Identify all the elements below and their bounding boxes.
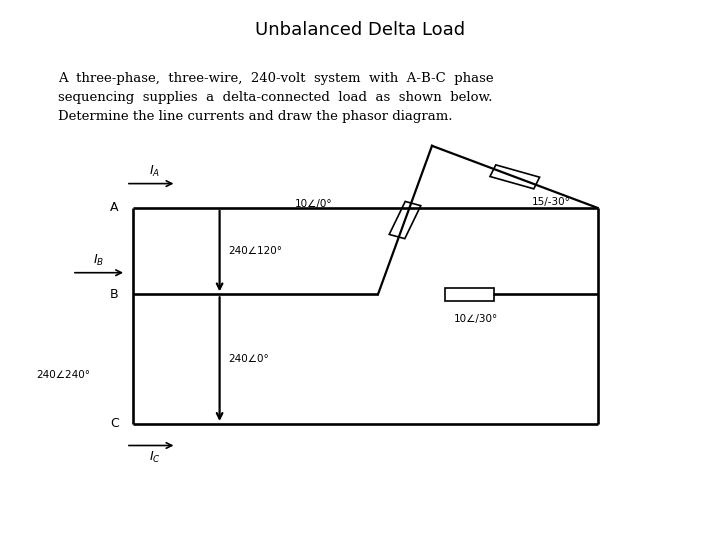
Text: C: C [110,417,119,430]
Text: A: A [110,201,119,214]
Bar [490,165,539,189]
Text: 240∠120°: 240∠120° [228,246,282,256]
Text: $I_B$: $I_B$ [93,253,104,268]
Text: A  three-phase,  three-wire,  240-volt  system  with  A-B-C  phase: A three-phase, three-wire, 240-volt syst… [58,72,493,85]
Text: $I_C$: $I_C$ [149,450,161,465]
Bar [444,287,494,301]
Text: $I_A$: $I_A$ [149,164,161,179]
Text: 240∠240°: 240∠240° [36,370,90,380]
Text: Unbalanced Delta Load: Unbalanced Delta Load [255,21,465,39]
Bar [390,201,420,239]
Text: sequencing  supplies  a  delta-connected  load  as  shown  below.: sequencing supplies a delta-connected lo… [58,91,492,104]
Text: 240∠0°: 240∠0° [228,354,269,364]
Text: 10∠/0°: 10∠/0° [294,199,332,209]
Text: 10∠/30°: 10∠/30° [454,314,498,323]
Text: 15/-30°: 15/-30° [531,198,570,207]
Text: B: B [110,288,119,301]
Text: Determine the line currents and draw the phasor diagram.: Determine the line currents and draw the… [58,110,452,123]
